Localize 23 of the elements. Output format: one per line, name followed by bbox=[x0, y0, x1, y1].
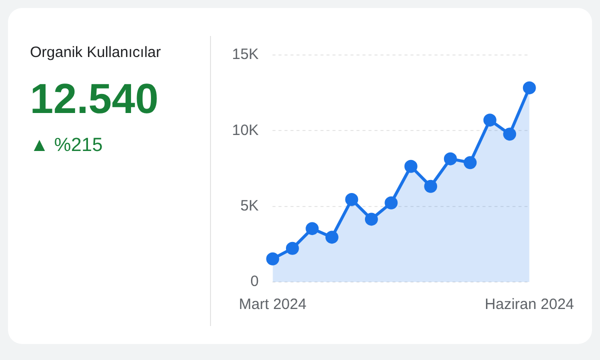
point bbox=[384, 196, 398, 210]
text: ▲ %215 bbox=[30, 135, 104, 157]
text: Organik Kullanıcılar bbox=[30, 44, 162, 61]
text: 12.540 bbox=[30, 75, 160, 123]
point bbox=[286, 242, 299, 255]
y-tick-label: 5K bbox=[240, 197, 259, 214]
point bbox=[364, 212, 378, 226]
x-tick-label: Mart 2024 bbox=[238, 296, 306, 314]
point bbox=[306, 222, 319, 236]
point bbox=[444, 152, 457, 166]
point bbox=[483, 114, 496, 127]
point bbox=[325, 230, 338, 244]
point bbox=[266, 252, 280, 266]
y-tick-label: 10K bbox=[232, 122, 259, 139]
point bbox=[503, 128, 516, 141]
y-tick-label: 0 bbox=[250, 273, 259, 290]
y-tick-label: 15K bbox=[232, 46, 259, 64]
point bbox=[464, 156, 477, 170]
x-tick-label: Haziran 2024 bbox=[484, 296, 574, 314]
point bbox=[522, 81, 536, 94]
point bbox=[345, 193, 358, 206]
point bbox=[424, 180, 438, 193]
point bbox=[404, 160, 418, 173]
